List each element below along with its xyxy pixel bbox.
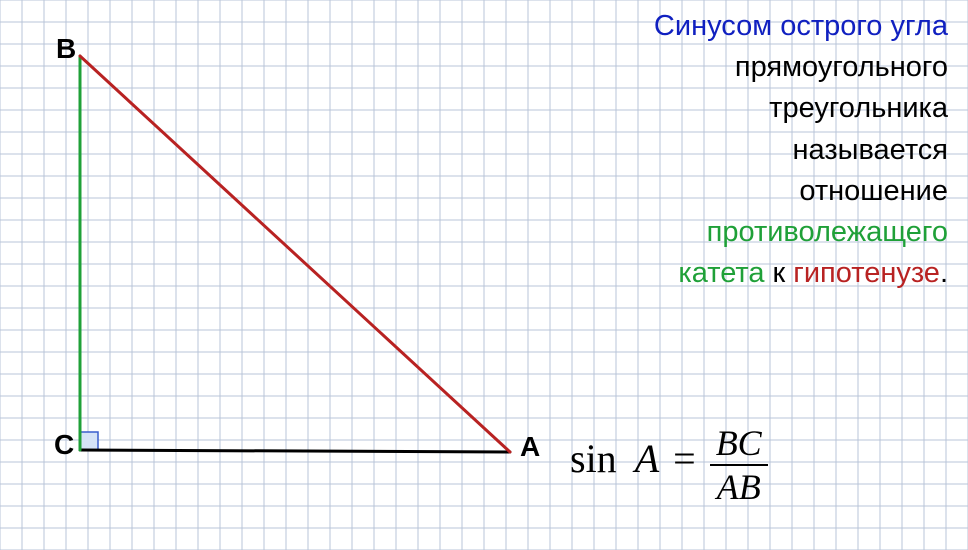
vertex-label-a: A — [520, 431, 540, 463]
vertex-label-b: B — [56, 33, 76, 65]
formula-func: sin — [570, 436, 617, 481]
formula-denominator: AB — [710, 466, 768, 508]
definition-segment: треугольника — [769, 92, 948, 124]
definition-line: противолежащего — [538, 212, 948, 253]
sine-formula: sin A = BCAB — [570, 420, 768, 506]
triangle-diagram — [0, 0, 560, 550]
vertex-label-c: C — [54, 429, 74, 461]
definition-segment: катета — [678, 257, 764, 289]
formula-fraction: BCAB — [710, 422, 768, 508]
definition-segment: Синусом острого угла — [654, 10, 948, 42]
content-layer: B C A Синусом острого угла прямоугольного… — [0, 0, 968, 550]
definition-line: Синусом острого угла — [538, 6, 948, 47]
definition-segment: называется — [793, 134, 949, 166]
definition-line: отношение — [538, 171, 948, 212]
formula-numerator: BC — [710, 422, 768, 466]
definition-text: Синусом острого угла прямоугольного треуго… — [538, 6, 948, 294]
definition-line: называется — [538, 130, 948, 171]
formula-angle: A — [635, 436, 659, 481]
definition-line: катета к гипотенузе. — [538, 253, 948, 294]
definition-segment: к — [764, 257, 793, 289]
definition-segment: . — [940, 257, 948, 289]
formula-equals: = — [673, 436, 696, 481]
definition-line: треугольника — [538, 88, 948, 129]
definition-line: прямоугольного — [538, 47, 948, 88]
definition-segment: гипотенузе — [793, 257, 940, 289]
definition-segment: прямоугольного — [735, 51, 948, 83]
definition-segment: отношение — [799, 175, 948, 207]
definition-segment: противолежащего — [707, 216, 948, 248]
